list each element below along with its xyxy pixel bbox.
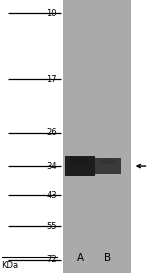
Text: 72: 72: [46, 255, 57, 264]
Bar: [63, 0, 130, 273]
Text: 55: 55: [46, 222, 57, 231]
Text: 34: 34: [46, 162, 57, 171]
Text: 10: 10: [46, 9, 57, 18]
Bar: [65, 156, 95, 176]
Text: B: B: [104, 253, 112, 263]
Text: 17: 17: [46, 75, 57, 84]
Bar: [100, 159, 116, 164]
Text: A: A: [77, 253, 84, 263]
Text: 43: 43: [46, 191, 57, 200]
Bar: [95, 158, 121, 174]
Bar: [71, 158, 89, 164]
Text: 26: 26: [46, 128, 57, 137]
Text: KDa: KDa: [2, 261, 19, 270]
